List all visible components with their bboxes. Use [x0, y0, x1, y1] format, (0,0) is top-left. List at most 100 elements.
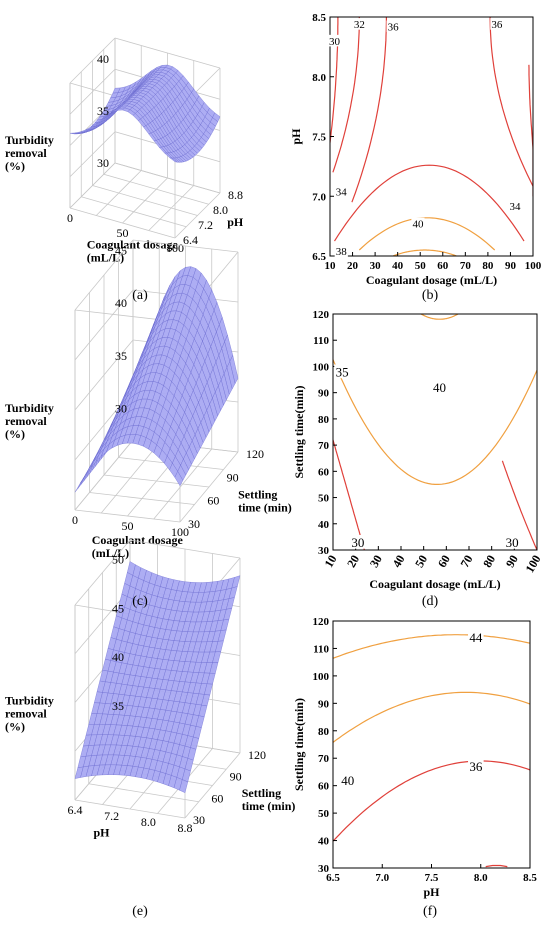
contour-label: 44	[469, 630, 483, 645]
y-tick-label: 40	[318, 519, 330, 531]
x-tick-label: 7.2	[104, 809, 119, 823]
x-tick-label: 20	[344, 553, 362, 570]
x-tick-label: 7.0	[375, 872, 389, 884]
contour-label: 32	[354, 19, 365, 31]
contour-label: 34	[336, 186, 348, 198]
x-tick-label: 80	[482, 260, 494, 272]
y-axis-title: pH	[289, 128, 303, 145]
box-edge	[153, 448, 213, 520]
z-tick-label: 35	[97, 104, 109, 118]
box-edge	[103, 474, 210, 488]
z-axis-title: Turbidity	[5, 693, 54, 707]
y-tick-label: 70	[318, 753, 330, 765]
contour-line	[358, 217, 496, 251]
y-tick-label: 60	[207, 494, 219, 508]
panel-label-d: (d)	[421, 594, 439, 609]
plot-frame	[332, 620, 531, 869]
z-tick-label: 30	[115, 401, 127, 415]
z-tick-label: 50	[112, 553, 124, 567]
y-tick-label: 6.4	[183, 233, 198, 247]
x-tick-label: 20	[347, 260, 359, 272]
y-tick-label: 7.0	[312, 191, 326, 203]
y-axis-title: Settling time(min)	[292, 386, 306, 479]
contour-label: 30	[351, 535, 364, 550]
contour-line	[332, 17, 360, 173]
contour-label: 36	[469, 759, 483, 774]
panel-label-e: (e)	[132, 904, 148, 919]
x-tick-label: 40	[392, 260, 404, 272]
x-axis-title: Coagulant dosage	[87, 238, 179, 252]
x-tick-label: 50	[412, 553, 430, 570]
y-axis-title: Settling	[242, 786, 281, 800]
x-tick-label: 90	[503, 553, 521, 570]
x-tick-label: 6.4	[68, 803, 83, 817]
z-tick-label: 30	[97, 156, 109, 170]
y-axis-title: Settling	[238, 488, 277, 502]
x-tick-label: 80	[480, 553, 498, 570]
panel-label-f: (f)	[423, 904, 437, 919]
contour-chart-d: 10 20 30 40 50 60 70 80 90 1003040506070809010011…	[292, 309, 544, 591]
x-tick-label: 90	[505, 260, 517, 272]
y-tick-label: 7.2	[198, 218, 213, 232]
y-tick-label: 50	[318, 493, 330, 505]
x-tick-label: 70	[457, 553, 475, 570]
surface-chart-e: 6.4 7.2 8.0 8.830 60 90 120 35 40 45 50 pH Settlingt…	[5, 539, 295, 839]
y-tick-label: 90	[318, 698, 330, 710]
box-edge	[103, 173, 209, 205]
x-tick-label: 50	[415, 260, 427, 272]
z-tick-label: 45	[115, 244, 127, 258]
y-tick-label: 110	[313, 643, 329, 655]
contour-line	[333, 439, 365, 550]
x-axis-title: pH	[423, 885, 440, 899]
y-tick-label: 120	[313, 616, 330, 628]
response-surface	[69, 64, 221, 163]
surface-cell	[169, 157, 178, 163]
y-tick-label: 80	[318, 726, 330, 738]
surface-cell	[179, 779, 189, 793]
contour-lines	[333, 634, 530, 868]
y-tick-label: 120	[246, 447, 264, 461]
x-tick-label: 8.8	[178, 821, 193, 835]
contour-line	[333, 691, 530, 743]
box-edge	[174, 192, 221, 239]
x-tick-label: 60	[437, 260, 449, 272]
y-tick-label: 60	[318, 781, 330, 793]
y-tick-label: 120	[313, 309, 330, 321]
contour-line	[528, 64, 533, 197]
contour-label: 35	[336, 364, 349, 379]
contour-label: 34	[509, 201, 521, 213]
x-tick-label: 8.0	[474, 872, 488, 884]
y-tick-label: 8.8	[228, 188, 243, 202]
y-tick-label: 6.5	[312, 251, 326, 263]
y-tick-label: 30	[318, 863, 330, 875]
y-tick-label: 90	[230, 770, 242, 784]
x-axis-title: (mL/L)	[87, 251, 124, 265]
y-tick-label: 50	[318, 808, 330, 820]
z-axis-title: Turbidity	[5, 401, 54, 415]
y-tick-label: 30	[193, 813, 205, 827]
y-tick-label: 110	[313, 335, 329, 347]
contour-line	[419, 314, 460, 320]
x-tick-label: 100	[525, 260, 542, 272]
z-tick-label: 35	[112, 699, 124, 713]
y-tick-label: 40	[318, 836, 330, 848]
contour-line	[489, 17, 533, 188]
contour-chart-f: 6.5 7.0 7.5 8.0 8.5 30 40 50 60 70 80 90 100 110 120 pH…	[292, 616, 537, 899]
z-tick-label: 40	[97, 52, 109, 66]
x-axis-title: pH	[94, 825, 111, 839]
x-tick-label: 100	[171, 525, 189, 539]
box-edge	[184, 752, 241, 819]
y-axis-title: time (min)	[238, 501, 292, 515]
x-tick-label: 8.5	[523, 872, 537, 884]
contour-label: 40	[341, 773, 354, 788]
x-tick-label: 60	[435, 553, 453, 570]
contour-lines	[330, 17, 533, 256]
contour-label: 30	[329, 36, 341, 48]
z-tick-label: 45	[112, 601, 124, 615]
y-axis-title: Settling time(min)	[292, 698, 306, 791]
y-tick-label: 60	[211, 791, 223, 805]
y-tick-label: 8.0	[312, 72, 326, 84]
contour-label: 40	[412, 219, 424, 231]
